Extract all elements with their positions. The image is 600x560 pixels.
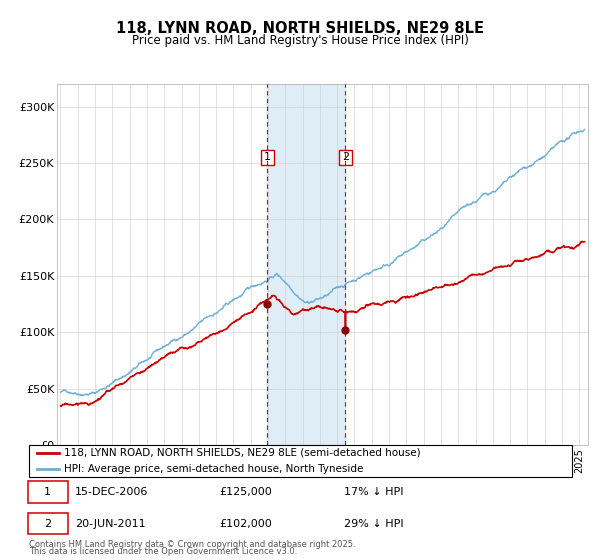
Text: Contains HM Land Registry data © Crown copyright and database right 2025.: Contains HM Land Registry data © Crown c… — [29, 540, 355, 549]
Text: 29% ↓ HPI: 29% ↓ HPI — [344, 519, 403, 529]
Text: 2: 2 — [44, 519, 52, 529]
Text: Price paid vs. HM Land Registry's House Price Index (HPI): Price paid vs. HM Land Registry's House … — [131, 34, 469, 46]
Text: 20-JUN-2011: 20-JUN-2011 — [75, 519, 146, 529]
Text: HPI: Average price, semi-detached house, North Tyneside: HPI: Average price, semi-detached house,… — [64, 464, 364, 474]
Text: 2: 2 — [342, 152, 349, 162]
Bar — [268, 84, 346, 445]
Text: This data is licensed under the Open Government Licence v3.0.: This data is licensed under the Open Gov… — [29, 548, 297, 557]
Text: 1: 1 — [264, 152, 271, 162]
Text: 1: 1 — [44, 487, 52, 497]
Text: 15-DEC-2006: 15-DEC-2006 — [75, 487, 148, 497]
FancyBboxPatch shape — [28, 481, 68, 503]
Text: 118, LYNN ROAD, NORTH SHIELDS, NE29 8LE: 118, LYNN ROAD, NORTH SHIELDS, NE29 8LE — [116, 21, 484, 36]
Text: 17% ↓ HPI: 17% ↓ HPI — [344, 487, 403, 497]
Text: 118, LYNN ROAD, NORTH SHIELDS, NE29 8LE (semi-detached house): 118, LYNN ROAD, NORTH SHIELDS, NE29 8LE … — [64, 448, 421, 458]
Text: £125,000: £125,000 — [219, 487, 272, 497]
Text: £102,000: £102,000 — [219, 519, 272, 529]
FancyBboxPatch shape — [28, 513, 68, 534]
